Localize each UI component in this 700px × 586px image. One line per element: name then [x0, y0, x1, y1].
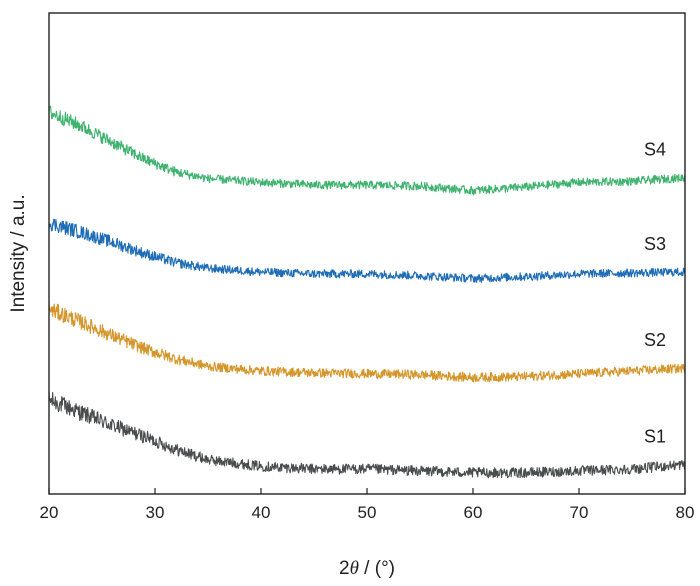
series-layer	[48, 105, 686, 479]
x-tick-label: 70	[570, 503, 589, 522]
y-axis-title: Intensity / a.u.	[8, 194, 29, 312]
series-label-s2: S2	[644, 330, 666, 350]
x-tick-label: 20	[40, 503, 59, 522]
x-axis-title: 2θ / (°)	[339, 558, 395, 579]
series-line-s3	[48, 218, 686, 283]
x-tick-label: 50	[358, 503, 377, 522]
x-tick-label: 40	[252, 503, 271, 522]
x-tick-label: 80	[676, 503, 695, 522]
x-axis-title-symbol: θ	[350, 558, 359, 579]
series-line-s1	[48, 391, 686, 479]
x-tick-label: 30	[146, 503, 165, 522]
series-line-s2	[48, 301, 686, 383]
x-axis: 20 30 40 50 60 70 80	[40, 488, 695, 522]
series-label-layer: S1 S2 S3 S4	[644, 140, 666, 447]
x-axis-title-prefix: 2	[339, 558, 350, 579]
series-label-s4: S4	[644, 140, 666, 160]
series-label-s3: S3	[644, 234, 666, 254]
series-label-s1: S1	[644, 426, 666, 446]
x-tick-label: 60	[464, 503, 483, 522]
series-line-s4	[48, 105, 686, 196]
x-axis-title-suffix: / (°)	[359, 558, 395, 579]
